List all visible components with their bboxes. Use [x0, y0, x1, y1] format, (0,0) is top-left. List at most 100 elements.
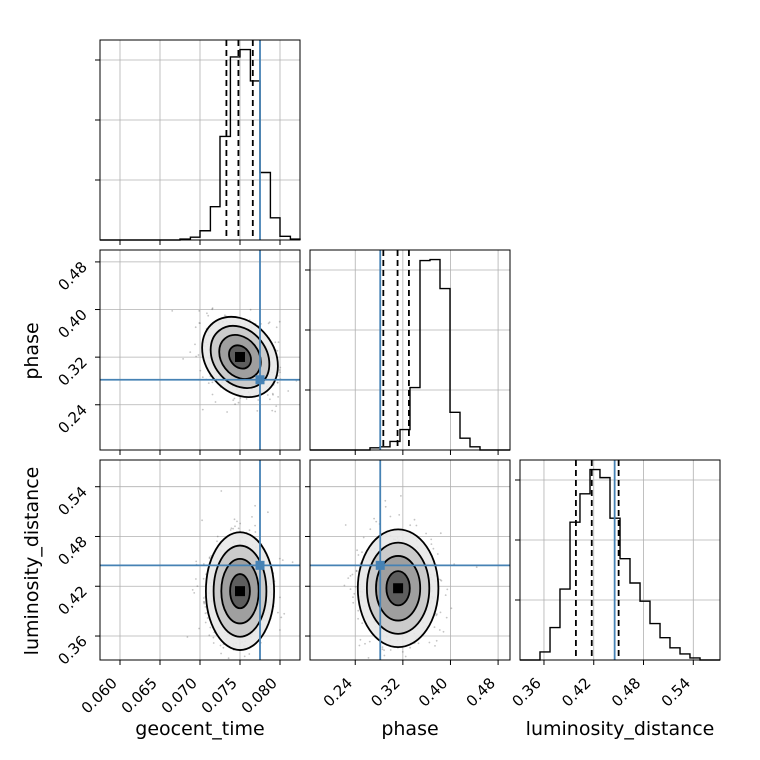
contour: [228, 344, 252, 370]
sample-point: [198, 322, 201, 324]
tick-label-y: 0.40: [54, 306, 90, 342]
sample-point: [279, 596, 281, 599]
sample-point: [271, 392, 274, 395]
sample-point: [277, 396, 279, 398]
sample-point: [281, 559, 284, 561]
sample-point: [409, 524, 412, 527]
sample-point: [444, 594, 447, 596]
sample-point: [381, 646, 384, 648]
sample-point: [202, 563, 205, 565]
sample-point: [211, 308, 214, 311]
sample-point: [272, 393, 274, 396]
sample-point: [196, 585, 199, 587]
sample-point: [189, 351, 192, 353]
sample-point: [432, 547, 435, 550]
sample-point: [245, 398, 248, 400]
sample-point: [398, 514, 401, 516]
tick-label-x: 0.54: [658, 674, 694, 710]
sample-point: [208, 556, 211, 559]
sample-point: [359, 638, 362, 641]
sample-point: [203, 601, 205, 603]
sample-point: [195, 578, 197, 580]
sample-point: [357, 609, 360, 612]
sample-point: [256, 410, 259, 412]
sample-point: [445, 616, 448, 619]
sample-point: [439, 611, 442, 614]
sample-point: [368, 640, 371, 643]
tick-label-x: 0.48: [463, 674, 499, 710]
ylabel-phase: phase: [21, 322, 43, 379]
sample-point: [254, 524, 256, 527]
sample-point: [214, 401, 217, 403]
sample-point: [186, 636, 189, 638]
sample-point: [274, 410, 277, 413]
tick-label-y: 0.32: [54, 353, 90, 389]
ylabel-luminosity-distance: luminosity_distance: [21, 467, 43, 656]
contour: [220, 557, 260, 625]
panel-phase-phase: [305, 249, 511, 455]
sample-point: [343, 584, 346, 587]
sample-point: [381, 648, 384, 651]
sample-point: [355, 570, 358, 573]
sample-point: [401, 651, 404, 653]
sample-point: [232, 399, 235, 401]
sample-point: [211, 393, 214, 396]
contour: [212, 544, 268, 638]
sample-point: [357, 554, 360, 556]
sample-point: [280, 616, 283, 619]
sample-point: [404, 655, 407, 658]
histogram-luminosity_distance: [520, 468, 720, 661]
sample-point: [361, 551, 363, 554]
sample-point: [201, 376, 204, 379]
tick-label-x: 0.40: [415, 674, 451, 710]
sample-point: [203, 602, 206, 605]
sample-point: [199, 369, 202, 372]
sample-point: [425, 532, 427, 535]
sample-point: [430, 538, 433, 541]
sample-point: [233, 397, 236, 400]
panel-frame: [519, 459, 721, 661]
sample-point: [198, 627, 201, 630]
sample-point: [229, 529, 232, 531]
sample-point: [227, 657, 230, 660]
sample-point: [349, 588, 352, 590]
sample-point: [351, 573, 354, 576]
sample-point: [383, 649, 385, 652]
sample-point: [191, 589, 194, 591]
tick-label-y: 0.36: [54, 632, 90, 668]
sample-point: [237, 401, 240, 404]
sample-point: [236, 520, 238, 523]
sample-point: [267, 511, 269, 514]
density-peak: [235, 586, 245, 597]
sample-point: [475, 566, 478, 568]
sample-point: [364, 642, 366, 645]
sample-point: [279, 629, 281, 631]
sample-point: [355, 569, 358, 572]
sample-point: [239, 397, 242, 399]
sample-point: [224, 314, 226, 317]
sample-point: [389, 649, 392, 651]
sample-point: [353, 592, 356, 595]
contour: [218, 334, 262, 380]
sample-point: [233, 518, 236, 521]
sample-point: [277, 341, 280, 344]
sample-point: [208, 634, 211, 637]
sample-point: [428, 641, 431, 644]
tick-label-x: 0.32: [367, 674, 403, 710]
sample-point: [220, 652, 223, 655]
truth-marker: [375, 560, 385, 570]
sample-point: [266, 394, 269, 396]
sample-point: [220, 490, 223, 492]
sample-point: [208, 557, 211, 560]
sample-point: [254, 504, 256, 507]
sample-point: [279, 369, 281, 371]
sample-point: [356, 549, 358, 552]
sample-point: [278, 320, 281, 323]
sample-point: [201, 519, 204, 522]
sample-point: [212, 642, 215, 644]
sample-point: [430, 543, 433, 545]
tick-label-x: 0.065: [118, 674, 161, 717]
tick-label-y: 0.24: [54, 401, 90, 437]
density-peak: [235, 351, 245, 362]
